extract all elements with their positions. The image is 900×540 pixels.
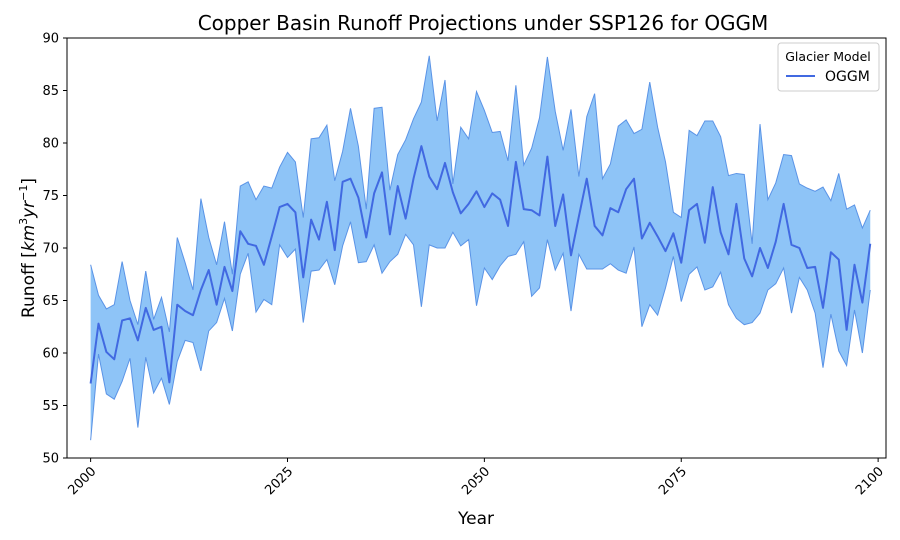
x-tick-label: 2000 xyxy=(65,464,99,498)
y-tick-label: 60 xyxy=(42,347,59,362)
legend-title: Glacier Model xyxy=(785,49,871,64)
legend-entry-oggm: OGGM xyxy=(825,69,870,85)
y-axis-label-main: Runoff [ xyxy=(19,251,39,318)
x-tick-label: 2025 xyxy=(262,464,296,498)
x-tick-label: 2050 xyxy=(459,464,493,498)
y-tick-label: 70 xyxy=(42,242,59,257)
plot-area xyxy=(89,55,872,441)
y-axis-label-unit-base: km xyxy=(19,225,39,251)
y-tick-label: 55 xyxy=(42,399,59,414)
y-axis-label-unit-mid: yr xyxy=(19,200,39,219)
series-line-oggm xyxy=(89,145,872,384)
legend: Glacier Model OGGM xyxy=(777,42,880,92)
band-upper-edge xyxy=(90,55,871,333)
band-lower-edge xyxy=(90,221,871,441)
y-tick-label: 85 xyxy=(42,84,59,99)
legend-box xyxy=(777,42,880,92)
y-axis-label: Runoff [km3yr−1] xyxy=(17,178,39,318)
y-tick-label: 90 xyxy=(42,32,59,47)
y-tick-label: 75 xyxy=(42,189,59,204)
y-axis-label-close: ] xyxy=(19,178,39,185)
y-axis-label-unit-exp2: −1 xyxy=(17,185,30,201)
uncertainty-band xyxy=(90,55,871,441)
y-tick-label: 50 xyxy=(42,452,59,467)
x-axis-label: Year xyxy=(457,509,494,529)
y-axis-label-unit-exp1: 3 xyxy=(17,218,30,225)
y-tick-label: 65 xyxy=(42,294,59,309)
x-tick-label: 2075 xyxy=(656,464,690,498)
x-tick-label: 2100 xyxy=(853,464,887,498)
y-tick-label: 80 xyxy=(42,137,59,152)
chart-title: Copper Basin Runoff Projections under SS… xyxy=(198,11,769,35)
axes: 50 55 60 65 70 75 80 85 90 2000 2025 2050 2075 2100 xyxy=(42,32,887,499)
